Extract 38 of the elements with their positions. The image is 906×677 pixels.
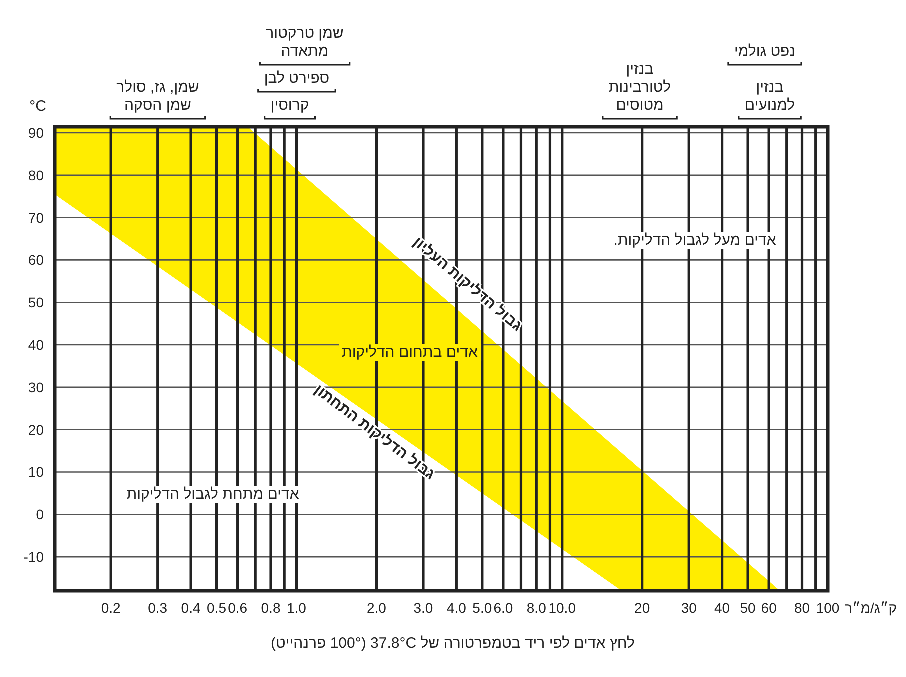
y-tick-label: 40 [28, 337, 44, 354]
x-tick-label: 0.5 [207, 600, 227, 616]
x-tick-label: 0.4 [181, 600, 201, 616]
y-tick-label: 70 [28, 210, 44, 226]
y-tick-label: -10 [24, 549, 44, 566]
x-tick-label: 3.0 [414, 600, 434, 616]
x-axis-title: ק״ג/מ״ר [845, 600, 898, 616]
x-tick-label: 6.0 [494, 600, 514, 616]
x-tick-label: 0.6 [228, 600, 248, 616]
annotation: אדים בתחום הדליקות [342, 344, 479, 361]
y-tick-label: 20 [28, 422, 44, 438]
x-tick-label: 5.0 [472, 600, 492, 616]
text: לחץ אדים לפי ריד בטמפרטורה של 37.8°C (100° פרנהייט) [271, 635, 635, 652]
x-tick-label: 2.0 [366, 600, 387, 616]
x-tick-label: 20 [634, 600, 650, 616]
x-tick-label: 4.0 [446, 600, 467, 616]
x-tick-label: 0.3 [148, 600, 168, 616]
annotation: אדים מעל לגבול הדליקות. [614, 232, 777, 249]
x-tick-label: 100 [816, 600, 840, 616]
y-tick-label: 30 [28, 379, 44, 396]
x-tick-label: 8.0 [526, 600, 547, 616]
y-tick-label: 80 [28, 167, 44, 184]
x-tick-label: 50 [740, 600, 756, 616]
x-tick-label: 0.2 [101, 600, 122, 616]
y-tick-label: 10 [28, 464, 44, 480]
x-tick-label: 30 [681, 600, 698, 616]
x-tick-label: 60 [761, 600, 778, 616]
x-tick-label: 0.8 [261, 600, 281, 616]
x-tick-label: 80 [794, 600, 810, 616]
y-tick-label: 90 [28, 124, 44, 141]
y-tick-label: 60 [28, 252, 44, 268]
annotation: אדים מתחת לגבול הדליקות [126, 486, 300, 503]
x-tick-label: 40 [714, 600, 730, 616]
y-tick-label: 50 [28, 294, 44, 311]
y-tick-label: 0 [36, 506, 44, 523]
y-axis-title: °C [30, 98, 47, 115]
x-tick-label: 10.0 [548, 600, 576, 616]
x-tick-label: 1.0 [287, 600, 307, 616]
